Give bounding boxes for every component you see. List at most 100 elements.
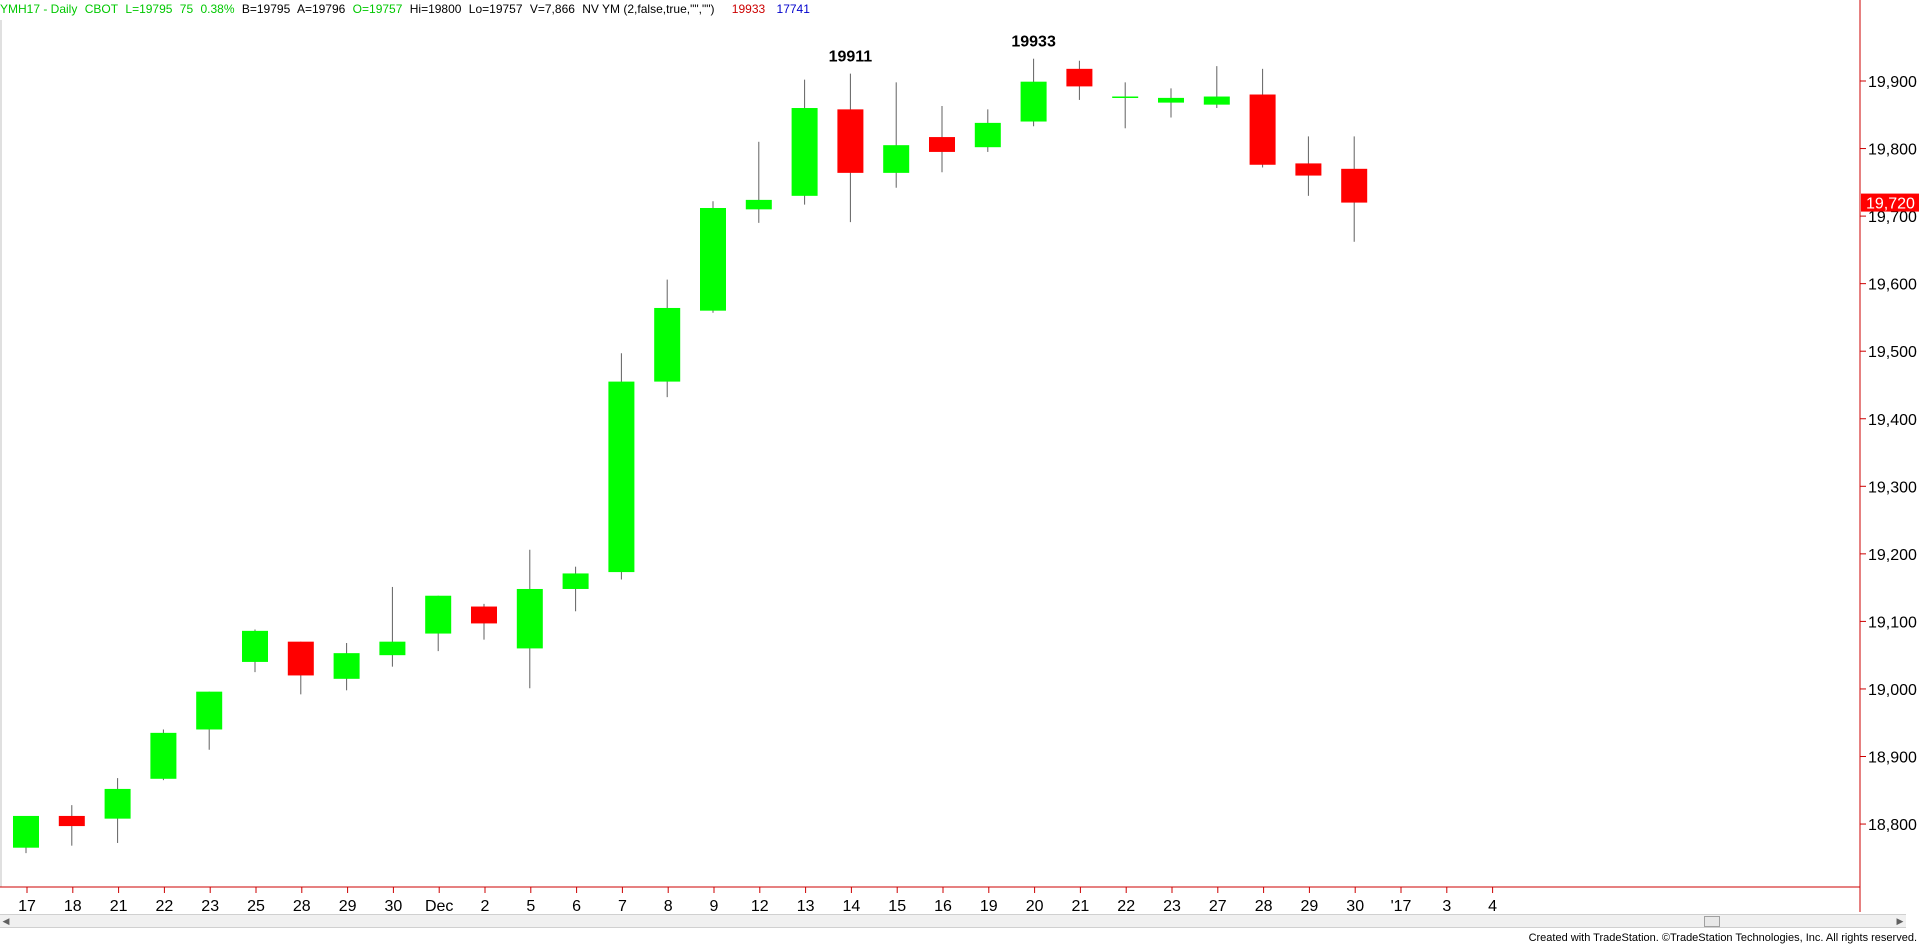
candle-body (58, 815, 85, 827)
candle (562, 566, 589, 612)
low-readout: Lo=19757 (468, 2, 523, 16)
candle-body (1066, 68, 1093, 87)
candle-body (196, 691, 223, 730)
candle (654, 279, 681, 398)
y-tick-label: 19,900 (1868, 74, 1917, 91)
y-tick-label: 19,600 (1868, 277, 1917, 294)
candle-body (791, 108, 818, 196)
x-tick-label: '17 (1391, 898, 1412, 915)
x-tick-label: 20 (1026, 898, 1044, 915)
candle-body (333, 653, 360, 679)
candle-body (837, 109, 864, 173)
study-value-2: 17741 (776, 2, 810, 16)
x-tick-label: 29 (339, 898, 357, 915)
candles-group (13, 58, 1368, 854)
candle (929, 105, 955, 173)
y-tick-label: 19,000 (1868, 682, 1917, 699)
candle-body (745, 199, 772, 210)
horizontal-scrollbar[interactable]: ◀ ▶ (0, 914, 1906, 928)
y-axis: 18,800 18,900 19,000 19,100 19,200 19,300 19,4… (1860, 74, 1917, 834)
candle (837, 73, 864, 223)
scrollbar-thumb[interactable] (1704, 916, 1720, 927)
candle-body (1020, 81, 1047, 122)
x-tick-label: 27 (1209, 898, 1227, 915)
candle (1341, 136, 1368, 242)
candle (1112, 82, 1139, 129)
candle (1066, 60, 1093, 100)
candle-body (1158, 97, 1184, 103)
last-price-tag: 19,720 (1861, 193, 1919, 213)
candle (1249, 68, 1276, 168)
y-tick-label: 19,800 (1868, 142, 1917, 159)
candle (471, 603, 497, 640)
candle-body (1249, 94, 1276, 165)
candle-body (471, 606, 497, 624)
x-tick-label: 22 (1117, 898, 1135, 915)
y-tick-label: 19,700 (1868, 209, 1917, 226)
exchange-label: CBOT (84, 2, 119, 16)
candle-body (929, 137, 955, 152)
x-tick-label: 8 (664, 898, 673, 915)
x-tick-label: 13 (797, 898, 815, 915)
scroll-left-arrow-icon[interactable]: ◀ (2, 916, 10, 926)
x-tick-label: 15 (888, 898, 906, 915)
x-tick-label: 6 (572, 898, 581, 915)
candle-body (654, 307, 681, 382)
high-readout: Hi=19800 (409, 2, 462, 16)
x-tick-label: 28 (1255, 898, 1273, 915)
candle (333, 643, 360, 691)
candle (196, 691, 223, 750)
symbol-label: YMH17 - Daily (0, 2, 78, 16)
candle-body (104, 788, 131, 819)
y-tick-label: 19,400 (1868, 412, 1917, 429)
x-tick-label: 29 (1301, 898, 1319, 915)
y-tick-label: 19,200 (1868, 547, 1917, 564)
last-price-readout: L=19795 (125, 2, 173, 16)
x-tick-label: 4 (1488, 898, 1497, 915)
candle-body (1341, 168, 1368, 203)
candle (1203, 66, 1230, 109)
candle (425, 595, 452, 652)
candle (242, 629, 268, 673)
x-axis: 17 18 21 22 23 25 28 29 30 Dec 2 5 6 7 8 9 12 13 14 15 16 19 2… (18, 887, 1497, 915)
bid-readout: B=19795 (241, 2, 291, 16)
candle (745, 141, 772, 223)
candle (287, 641, 314, 695)
candle-body (150, 732, 177, 779)
x-tick-label: 21 (110, 898, 128, 915)
x-tick-label: 22 (156, 898, 174, 915)
price-tag-box (1861, 193, 1919, 212)
study-value-1: 19933 (731, 2, 766, 16)
copyright-footer: Created with TradeStation. ©TradeStation… (1528, 932, 1917, 944)
y-tick-label: 18,800 (1868, 817, 1917, 834)
x-tick-label: 23 (1163, 898, 1181, 915)
x-tick-label: 17 (18, 898, 36, 915)
x-tick-label: Dec (425, 898, 453, 915)
candle (974, 109, 1001, 152)
candle-body (608, 381, 635, 573)
x-tick-label: 7 (618, 898, 627, 915)
x-tick-label: 16 (934, 898, 952, 915)
candle (1020, 58, 1047, 127)
x-tick-label: 23 (201, 898, 219, 915)
x-tick-label: 30 (1346, 898, 1364, 915)
chart-header: YMH17 - Daily CBOT L=19795 75 0.38% B=19… (0, 2, 814, 18)
candle (58, 805, 85, 846)
high-annotation: 19933 (1011, 34, 1056, 51)
candle-body (425, 595, 452, 634)
y-tick-label: 19,100 (1868, 614, 1917, 631)
candle (1295, 136, 1322, 196)
candle-body (13, 815, 39, 848)
candle-body (379, 641, 406, 656)
scroll-right-arrow-icon[interactable]: ▶ (1896, 916, 1904, 926)
candle (150, 729, 177, 781)
x-tick-label: 5 (526, 898, 535, 915)
volume-readout: V=7,866 (529, 2, 575, 16)
x-tick-label: 25 (247, 898, 265, 915)
x-tick-label: 9 (710, 898, 719, 915)
price-tag-label: 19,720 (1866, 196, 1915, 213)
x-tick-label: 2 (481, 898, 490, 915)
change-readout: 75 (179, 2, 194, 16)
candle-body (1203, 96, 1230, 105)
x-tick-label: 18 (64, 898, 82, 915)
